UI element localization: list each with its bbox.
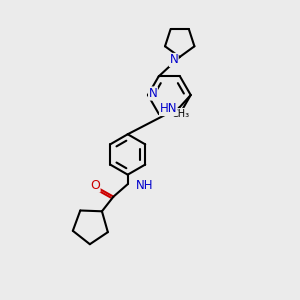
- Text: HN: HN: [160, 103, 177, 116]
- Text: CH₃: CH₃: [172, 109, 190, 118]
- Text: N: N: [148, 87, 157, 100]
- Text: NH: NH: [136, 179, 154, 192]
- Text: N: N: [169, 53, 178, 66]
- Text: N: N: [181, 109, 189, 122]
- Text: O: O: [90, 179, 100, 192]
